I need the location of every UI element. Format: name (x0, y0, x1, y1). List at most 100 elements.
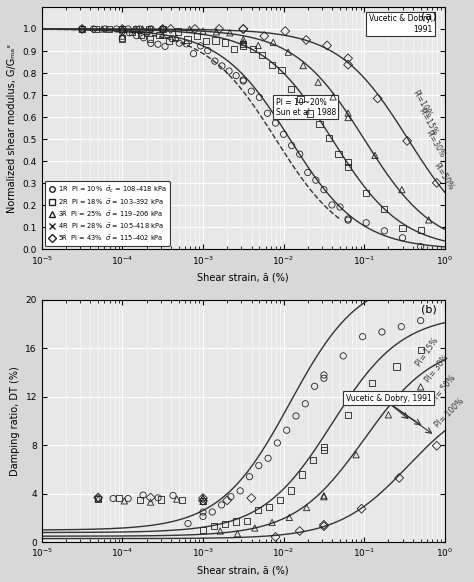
Text: PI=10%: PI=10% (411, 88, 434, 119)
Point (255, 461, 263, 470)
Point (314, 78, 322, 87)
Point (287, 84, 295, 94)
Point (159, 30, 166, 40)
Point (132, 24, 139, 34)
Point (197, 41, 204, 51)
Point (344, 157, 352, 166)
Point (218, 61, 226, 70)
Point (272, 118, 279, 127)
Point (167, 24, 174, 34)
Point (91, 24, 99, 34)
Point (239, 24, 247, 34)
Point (120, 496, 128, 506)
Point (209, 508, 216, 517)
Point (132, 24, 139, 34)
Point (282, 26, 289, 36)
Point (78, 24, 86, 34)
Point (154, 40, 162, 49)
Point (222, 37, 230, 46)
Point (264, 453, 272, 463)
Point (358, 504, 365, 513)
Point (239, 38, 247, 47)
Point (90, 24, 97, 34)
Point (251, 523, 259, 533)
Point (154, 493, 162, 502)
Point (303, 509, 310, 518)
Point (288, 141, 295, 150)
Point (217, 526, 224, 535)
Point (147, 24, 155, 34)
Point (344, 60, 352, 69)
Point (182, 39, 190, 48)
Point (344, 118, 352, 127)
Point (239, 40, 247, 49)
Point (344, 214, 352, 223)
Point (269, 38, 277, 47)
Point (237, 486, 244, 495)
Point (129, 512, 137, 521)
Point (159, 24, 166, 34)
Point (276, 495, 284, 505)
Point (159, 24, 166, 34)
Point (320, 501, 328, 510)
Point (174, 27, 182, 36)
Point (302, 36, 310, 45)
Point (381, 205, 388, 214)
Point (226, 28, 234, 37)
Point (78, 24, 86, 34)
Point (284, 54, 292, 63)
Point (159, 24, 166, 34)
Point (199, 494, 207, 503)
Point (124, 24, 132, 34)
Point (265, 502, 273, 512)
Point (175, 38, 183, 48)
Point (395, 473, 403, 482)
Text: (a): (a) (421, 12, 437, 22)
Point (221, 519, 229, 528)
Text: PI = 10~20%
Sun et al., 1988: PI = 10~20% Sun et al., 1988 (276, 98, 336, 117)
Point (363, 218, 370, 228)
Point (169, 491, 177, 500)
Point (133, 31, 140, 40)
Point (278, 65, 285, 74)
Point (118, 24, 126, 34)
Point (392, 362, 400, 371)
Text: PI= 100%: PI= 100% (433, 396, 466, 429)
Text: PI=30%: PI=30% (424, 128, 447, 159)
Point (285, 513, 293, 522)
Point (403, 136, 411, 146)
Point (159, 24, 166, 34)
Point (320, 492, 328, 501)
Point (306, 109, 314, 118)
Point (146, 34, 154, 44)
Point (296, 526, 303, 535)
Point (118, 24, 126, 34)
Point (139, 24, 146, 34)
Point (320, 374, 328, 383)
Point (292, 411, 300, 421)
Point (255, 41, 262, 50)
Point (118, 27, 126, 36)
Point (320, 521, 328, 531)
Point (136, 24, 144, 34)
Point (225, 66, 233, 76)
Text: PI= 15%: PI= 15% (414, 337, 440, 368)
Point (218, 501, 225, 510)
Point (147, 498, 155, 507)
Point (329, 93, 337, 102)
Point (168, 34, 176, 44)
Point (153, 31, 161, 40)
Point (300, 67, 307, 76)
Point (157, 495, 165, 504)
Point (398, 322, 405, 331)
Point (136, 31, 144, 41)
Point (284, 48, 292, 57)
Point (258, 50, 266, 59)
Point (118, 31, 126, 41)
Point (268, 61, 276, 70)
Point (335, 149, 342, 158)
Point (283, 425, 291, 435)
Text: Vucetic & Dobry, 1991: Vucetic & Dobry, 1991 (346, 394, 431, 403)
Point (199, 508, 207, 517)
Point (344, 116, 352, 125)
